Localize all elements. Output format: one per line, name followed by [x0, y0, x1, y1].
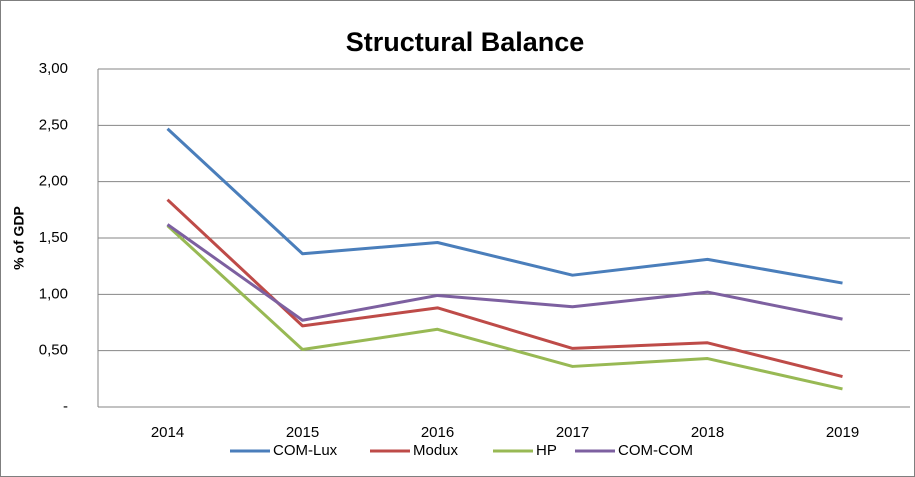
x-tick-label: 2014 [151, 424, 184, 441]
y-tick-label: 2,00 [39, 173, 68, 190]
y-tick-label: 0,50 [39, 342, 68, 359]
series-line [166, 224, 843, 391]
y-axis-label: % of GDP [11, 206, 27, 270]
y-tick-label: 1,50 [39, 229, 68, 246]
y-tick-label: 2,50 [39, 116, 68, 133]
series-line [166, 223, 843, 322]
x-tick-label: 2015 [286, 424, 319, 441]
x-tick-label: 2018 [691, 424, 724, 441]
legend-label: HP [536, 442, 557, 459]
y-tick-label: - [63, 398, 68, 415]
chart-title: Structural Balance [346, 27, 585, 57]
y-tick-label: 3,00 [39, 60, 68, 77]
x-tick-label: 2019 [826, 424, 859, 441]
legend-label: Modux [413, 442, 459, 459]
series-line [166, 127, 843, 285]
legend-label: COM-COM [618, 442, 693, 459]
y-tick-label: 1,00 [39, 285, 68, 302]
legend-label: COM-Lux [273, 442, 338, 459]
x-tick-label: 2016 [421, 424, 454, 441]
x-tick-label: 2017 [556, 424, 589, 441]
